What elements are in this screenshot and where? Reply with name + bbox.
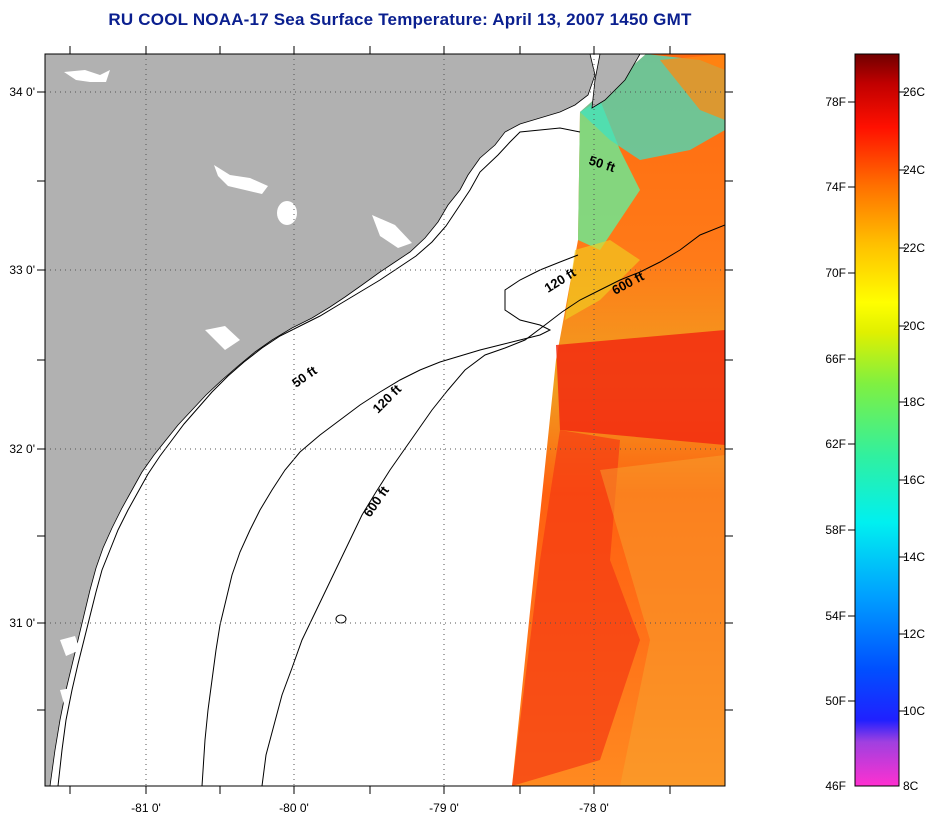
colorbar-label-12c: 12C: [903, 627, 925, 641]
lat-label-34: 34 0': [9, 85, 35, 99]
lon-label-79: -79 0': [429, 801, 459, 815]
colorbar-label-26c: 26C: [903, 85, 925, 99]
colorbar-label-8c: 8C: [903, 779, 919, 793]
map-title: RU COOL NOAA-17 Sea Surface Temperature:…: [108, 10, 692, 29]
colorbar-label-78f: 78F: [825, 95, 846, 109]
colorbar-label-18c: 18C: [903, 395, 925, 409]
colorbar-label-16c: 16C: [903, 473, 925, 487]
lat-label-32: 32 0': [9, 442, 35, 456]
land-nodata-patches: [60, 70, 412, 704]
colorbar-label-62f: 62F: [825, 437, 846, 451]
lon-label-81: -81 0': [131, 801, 161, 815]
lon-label-80: -80 0': [279, 801, 309, 815]
lat-label-31: 31 0': [9, 616, 35, 630]
colorbar-label-50f: 50F: [825, 694, 846, 708]
colorbar-label-58f: 58F: [825, 523, 846, 537]
colorbar-label-70f: 70F: [825, 266, 846, 280]
colorbar-label-74f: 74F: [825, 180, 846, 194]
land-mass: [45, 54, 596, 786]
land-outer-banks: [591, 54, 641, 109]
isobath-50ft: [57, 127, 581, 786]
lat-lon-grid: [45, 54, 725, 786]
colorbar-label-66f: 66F: [825, 352, 846, 366]
map-frame: [44, 53, 726, 787]
colorbar-label-20c: 20C: [903, 319, 925, 333]
lat-label-33: 33 0': [9, 263, 35, 277]
map-area: 50 ft 120 ft 600 ft 50 ft 120 ft 600 ft: [45, 54, 725, 786]
frame-ticks: [37, 46, 733, 794]
colorbar-label-46f: 46F: [825, 779, 846, 793]
isobath-contours: [57, 127, 725, 786]
colorbar-label-24c: 24C: [903, 163, 925, 177]
colorbar-label-22c: 22C: [903, 241, 925, 255]
isobath-600ft: [261, 224, 725, 786]
colorbar-label-10c: 10C: [903, 704, 925, 718]
temperature-colorbar: 78F 74F 70F 66F 62F 58F 54F 50F 46F 26C …: [825, 53, 925, 793]
colorbar-label-54f: 54F: [825, 609, 846, 623]
lon-label-78: -78 0': [579, 801, 609, 815]
isobath-120ft: [201, 254, 579, 786]
colorbar-label-14c: 14C: [903, 550, 925, 564]
colorbar-gradient: [854, 53, 900, 787]
sst-swath: [512, 54, 725, 786]
